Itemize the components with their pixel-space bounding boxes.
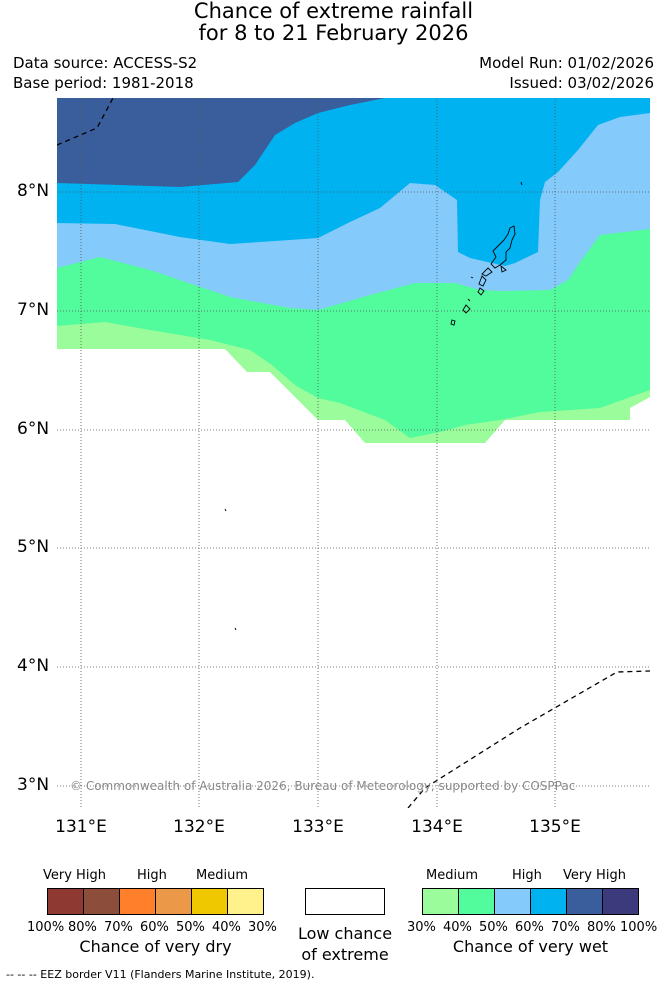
wet-tick-70: 70% — [551, 920, 580, 935]
dry-legend-medium: Medium — [196, 868, 248, 883]
chart-title-line2: for 8 to 21 February 2026 — [198, 21, 469, 45]
wet-tick-100: 100% — [620, 920, 658, 935]
eez-footnote: -- -- -- EEZ border V11 (Flanders Marine… — [6, 968, 315, 981]
base-period: Base period: 1981-2018 — [13, 74, 194, 92]
data-source: Data source: ACCESS-S2 — [13, 54, 198, 72]
dry-legend-very-high: Very High — [43, 868, 106, 883]
wet-swatch-60 — [530, 888, 567, 915]
dry-swatch-80 — [83, 888, 120, 915]
lat-label-3n: 3°N — [17, 775, 50, 795]
dry-tick-70: 70% — [104, 920, 133, 935]
copyright-note: © Commonwealth of Australia 2026, Bureau… — [70, 779, 576, 793]
lat-label-7n: 7°N — [17, 300, 50, 320]
dry-tick-100: 100% — [27, 920, 65, 935]
dry-tick-60: 60% — [140, 920, 169, 935]
wet-swatch-50 — [494, 888, 531, 915]
wet-70-region — [57, 98, 385, 187]
lon-label-133e: 133°E — [292, 817, 344, 837]
palau-islands — [224, 181, 523, 631]
dry-swatch-70 — [119, 888, 156, 915]
lon-label-134e: 134°E — [411, 817, 463, 837]
lat-label-4n: 4°N — [17, 656, 50, 676]
lon-label-131e: 131°E — [55, 817, 107, 837]
wet-swatch-80 — [602, 888, 639, 915]
dry-legend-high: High — [137, 868, 167, 883]
wet-tick-30: 30% — [407, 920, 436, 935]
lat-label-8n: 8°N — [17, 181, 50, 201]
wet-tick-80: 80% — [587, 920, 616, 935]
dry-tick-50: 50% — [176, 920, 205, 935]
neutral-caption-line1: Low chance — [297, 924, 393, 943]
wet-legend-high: High — [512, 868, 542, 883]
neutral-swatch — [305, 888, 385, 915]
issued-date: Issued: 03/02/2026 — [509, 74, 654, 92]
wet-tick-60: 60% — [515, 920, 544, 935]
wet-swatch-70 — [566, 888, 603, 915]
wet-legend-very-high: Very High — [563, 868, 626, 883]
lat-label-6n: 6°N — [17, 419, 50, 439]
lon-label-135e: 135°E — [529, 817, 581, 837]
dry-swatch-60 — [155, 888, 192, 915]
dry-tick-30: 30% — [248, 920, 277, 935]
dry-caption: Chance of very dry — [79, 937, 232, 956]
model-run: Model Run: 01/02/2026 — [479, 54, 654, 72]
dry-tick-80: 80% — [68, 920, 97, 935]
wet-caption: Chance of very wet — [452, 937, 609, 956]
dry-swatch-40 — [227, 888, 264, 915]
neutral-caption-line2: of extreme — [301, 945, 389, 964]
wet-swatch-40 — [458, 888, 495, 915]
lon-label-132e: 132°E — [173, 817, 225, 837]
wet-tick-40: 40% — [443, 920, 472, 935]
wet-legend-medium: Medium — [426, 868, 478, 883]
wet-tick-50: 50% — [479, 920, 508, 935]
dry-swatch-100 — [47, 888, 84, 915]
dry-swatch-50 — [191, 888, 228, 915]
wet-swatch-30 — [422, 888, 459, 915]
eez-border — [57, 98, 650, 808]
chart-title-line1: Chance of extreme rainfall — [193, 0, 474, 23]
dry-tick-40: 40% — [212, 920, 241, 935]
gridlines — [57, 98, 650, 808]
lat-label-5n: 5°N — [17, 537, 50, 557]
